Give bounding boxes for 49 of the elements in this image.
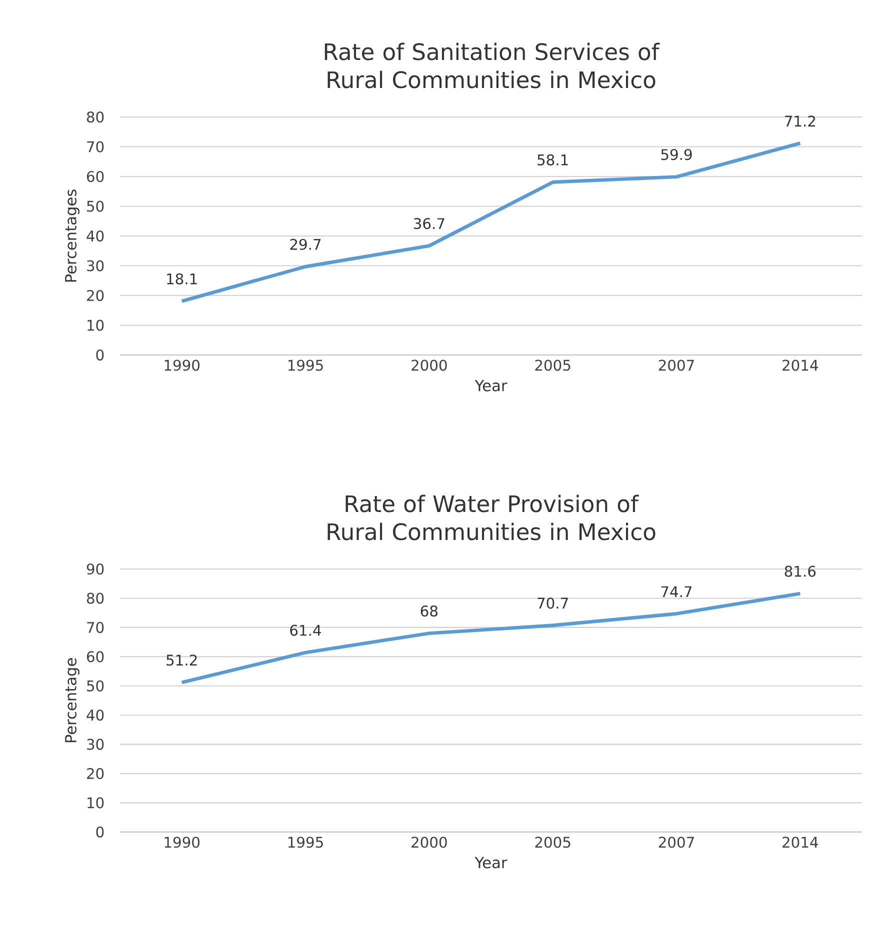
y-tick-label: 60 xyxy=(86,651,104,662)
data-label: 36.7 xyxy=(414,218,444,230)
x-axis-title: Year xyxy=(474,856,508,868)
y-tick-label: 20 xyxy=(87,290,104,302)
x-axis-title: Year xyxy=(474,380,508,392)
y-tick-label: 50 xyxy=(87,680,104,692)
y-tick-label: 70 xyxy=(87,141,104,152)
data-label: 51.2 xyxy=(166,654,197,666)
y-tick-label: 30 xyxy=(87,260,104,272)
y-tick-label: 40 xyxy=(86,710,104,721)
x-tick-label: 2014 xyxy=(782,360,818,371)
x-tick-label: 2007 xyxy=(658,360,694,371)
y-tick-label: 10 xyxy=(88,797,104,808)
x-tick-label: 1995 xyxy=(288,836,323,848)
x-tick-label: 2014 xyxy=(782,836,818,848)
y-axis-title: Percentage xyxy=(65,658,80,742)
y-tick-label: 0 xyxy=(96,826,104,838)
y-tick-label: 50 xyxy=(87,200,104,212)
chart-title: Rate of Sanitation Services of Rural Communities in Mexico xyxy=(324,42,660,88)
data-label: 71.2 xyxy=(785,116,816,126)
x-tick-label: 2005 xyxy=(535,360,570,371)
x-tick-label: 2000 xyxy=(412,836,447,848)
y-tick-label: 80 xyxy=(86,111,104,123)
y-tick-label: 40 xyxy=(86,230,104,242)
x-tick-label: 2000 xyxy=(412,360,447,371)
y-tick-label: 80 xyxy=(86,592,104,604)
y-tick-label: 10 xyxy=(88,320,104,331)
y-tick-label: 70 xyxy=(87,622,104,633)
data-label: 58.1 xyxy=(538,154,568,166)
y-tick-label: 20 xyxy=(87,768,104,780)
data-label: 61.4 xyxy=(290,624,321,636)
x-tick-label: 2005 xyxy=(535,836,570,848)
x-tick-label: 2007 xyxy=(658,836,694,848)
y-axis-title: Percentages xyxy=(65,190,80,282)
data-label: 68 xyxy=(420,606,438,617)
x-tick-label: 1995 xyxy=(288,360,323,371)
data-label: 59.9 xyxy=(661,149,692,160)
data-label: 29.7 xyxy=(290,238,321,250)
y-tick-label: 0 xyxy=(96,349,104,361)
data-label: 74.7 xyxy=(661,586,692,598)
data-label: 70.7 xyxy=(538,598,568,609)
x-tick-label: 1990 xyxy=(164,360,200,371)
chart-title: Rate of Water Provision of Rural Communities in Mexico xyxy=(328,494,656,540)
y-tick-label: 30 xyxy=(87,738,104,750)
x-tick-label: 1990 xyxy=(164,836,200,848)
y-tick-label: 60 xyxy=(86,170,104,182)
data-label: 81.6 xyxy=(784,566,816,577)
y-tick-label: 90 xyxy=(86,563,104,575)
data-label: 18.1 xyxy=(167,273,197,284)
